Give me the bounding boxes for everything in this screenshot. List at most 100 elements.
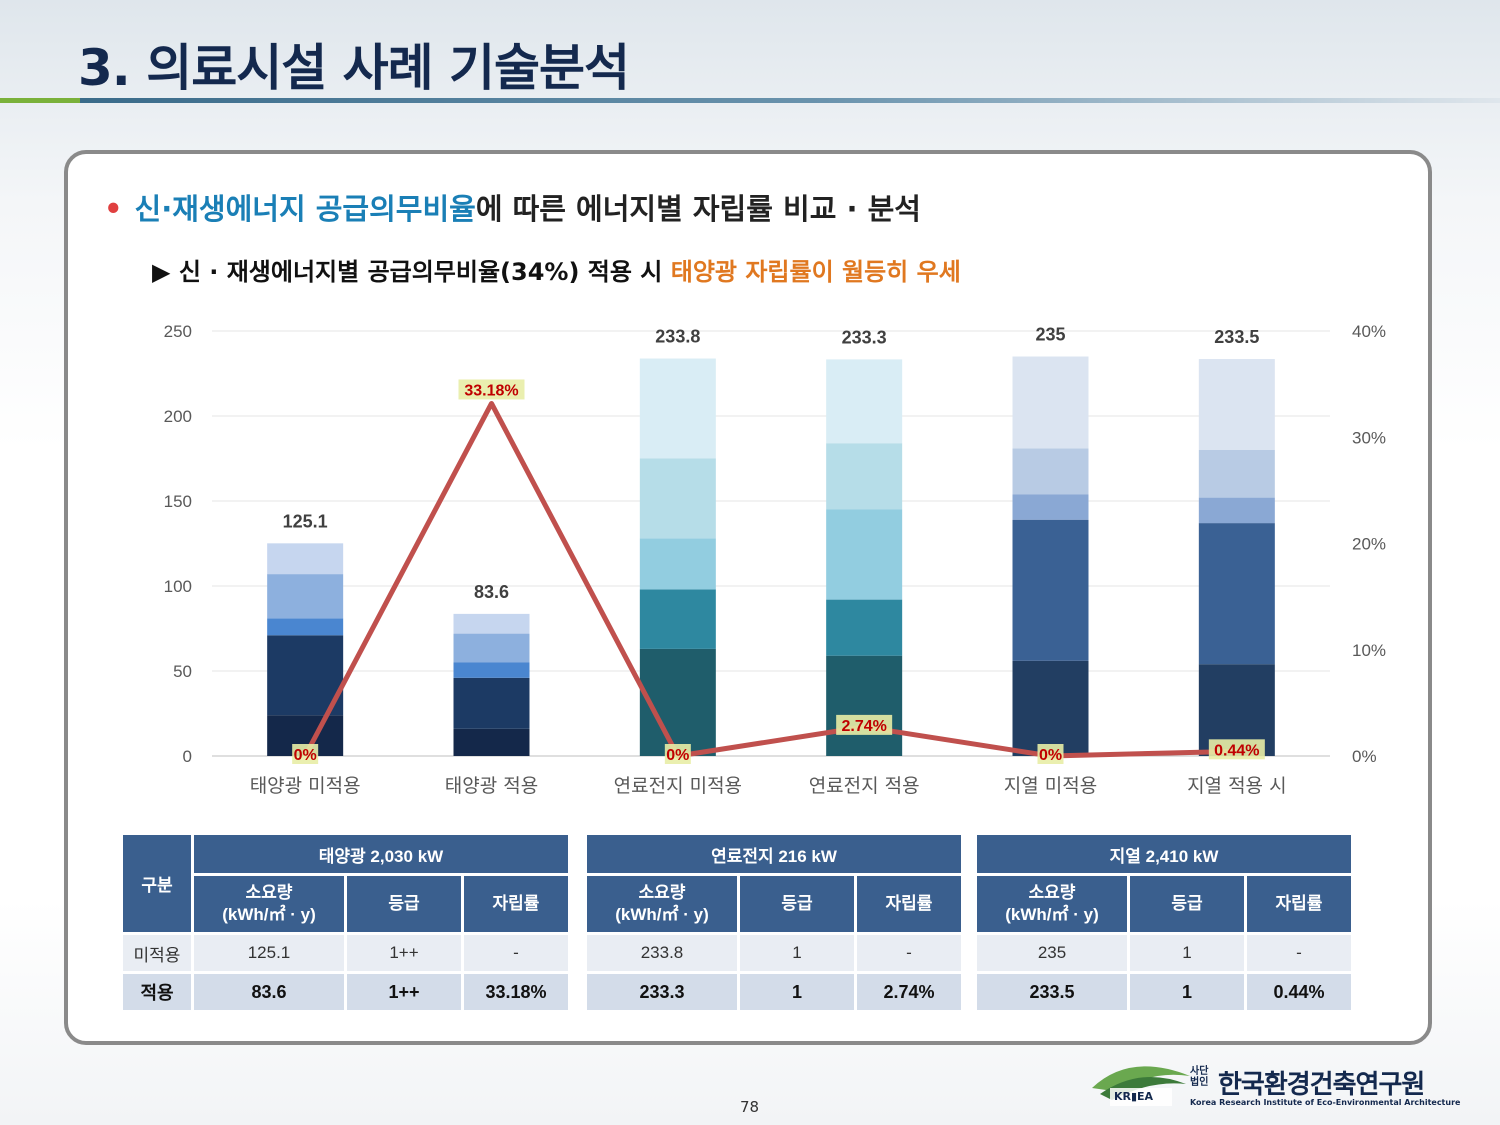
sub-highlight: 태양광 자립률이 월등히 우세	[670, 258, 961, 286]
bullet-highlight: 신·재생에너지 공급의무비율	[134, 192, 476, 226]
y2-tick-label: 10%	[1352, 641, 1386, 660]
bar-total-label: 233.5	[1214, 327, 1259, 347]
group-title-cell: 연료전지 216 kW	[587, 835, 961, 873]
bar-segment	[453, 633, 530, 663]
table-cell: -	[1247, 935, 1351, 971]
bar-total-label: 83.6	[474, 582, 509, 602]
row-header-cell: 구분	[123, 835, 191, 932]
bar-segment	[267, 574, 344, 619]
y2-tick-label: 0%	[1352, 747, 1377, 766]
bar-segment	[267, 635, 344, 716]
table-cell: 2.74%	[857, 974, 961, 1010]
sub-line: ▶ 신 · 재생에너지별 공급의무비율(34%) 적용 시 태양광 자립률이 월…	[152, 252, 961, 287]
sub-text: 신 · 재생에너지별 공급의무비율(34%) 적용 시	[170, 258, 671, 286]
bar-segment	[826, 359, 903, 444]
table-cell: 233.3	[587, 974, 737, 1010]
table-cell: 1++	[347, 935, 461, 971]
table-geothermal: 지열 2,410 kW 소요량 (kWh/㎡ · y) 등급 자립률 235 1- 233.…	[974, 832, 1354, 1013]
bar-total-label: 235	[1035, 325, 1065, 345]
bar-segment	[1198, 359, 1275, 450]
x-tick-label: 연료전지 미적용	[614, 775, 742, 797]
x-tick-label: 태양광 미적용	[250, 775, 361, 797]
logo-prefix: 사단 법인	[1190, 1066, 1209, 1088]
line-data-label: 0%	[294, 747, 317, 764]
bar-segment	[826, 655, 903, 756]
page-number: 78	[740, 1098, 760, 1116]
table-cell: 1++	[347, 974, 461, 1010]
bar-segment	[453, 677, 530, 729]
y-tick-label: 0	[183, 747, 192, 766]
line-data-label: 33.18%	[464, 382, 518, 399]
bar-segment	[1012, 356, 1089, 449]
bar-segment	[267, 618, 344, 636]
x-tick-label: 지열 적용 시	[1187, 775, 1286, 797]
line-data-label: 0%	[1039, 747, 1062, 764]
bar-total-label: 233.8	[655, 327, 700, 347]
table-cell: 33.18%	[464, 974, 568, 1010]
bar-segment	[1012, 660, 1089, 756]
table-cell: 83.6	[194, 974, 344, 1010]
column-header-cell: 소요량 (kWh/㎡ · y)	[977, 876, 1127, 932]
x-tick-label: 태양광 적용	[445, 775, 538, 797]
y-tick-label: 250	[164, 322, 192, 341]
line-label-bg	[836, 714, 893, 735]
column-header-cell: 소요량 (kWh/㎡ · y)	[194, 876, 344, 932]
bar-segment	[1012, 494, 1089, 520]
bar-segment	[267, 543, 344, 575]
bar-segment	[639, 458, 716, 539]
column-header-cell: 등급	[347, 876, 461, 932]
table-fuelcell: 연료전지 216 kW 소요량 (kWh/㎡ · y) 등급 자립률 233.8 1- 23…	[584, 832, 964, 1013]
y-tick-label: 150	[164, 492, 192, 511]
logo-abbr: KR▮EA	[1114, 1090, 1154, 1103]
bar-segment	[826, 443, 903, 510]
bar-segment	[1012, 448, 1089, 495]
triangle-icon: ▶	[152, 258, 171, 286]
bar-segment	[639, 589, 716, 649]
table-cell: -	[857, 935, 961, 971]
line-data-label: 0.44%	[1214, 742, 1259, 759]
table-cell: 1	[740, 935, 854, 971]
krea-logo-icon	[1092, 1066, 1190, 1106]
table-cell: 1	[1130, 935, 1244, 971]
line-label-bg	[1208, 739, 1265, 760]
group-title-cell: 태양광 2,030 kW	[194, 835, 568, 873]
y-tick-label: 50	[173, 662, 192, 681]
bar-segment	[639, 648, 716, 756]
table-cell: 1	[740, 974, 854, 1010]
y2-tick-label: 40%	[1352, 322, 1386, 341]
table-cell: 0.44%	[1247, 974, 1351, 1010]
column-header-cell: 등급	[740, 876, 854, 932]
bar-total-label: 125.1	[283, 511, 328, 531]
title-rule	[0, 98, 1500, 103]
y-tick-label: 200	[164, 407, 192, 426]
x-tick-label: 지열 미적용	[1004, 775, 1097, 797]
table-cell: 125.1	[194, 935, 344, 971]
bar-segment	[639, 538, 716, 590]
row-label-cell: 미적용	[123, 935, 191, 971]
page-title: 3. 의료시설 사례 기술분석	[78, 39, 630, 97]
line-label-bg	[664, 744, 691, 764]
table-cell: 1	[1130, 974, 1244, 1010]
bullet-text: 에 따른 에너지별 자립률 비교 · 분석	[475, 192, 921, 226]
bar-segment	[826, 599, 903, 656]
line-label-bg	[292, 744, 319, 764]
column-header-cell: 자립률	[1247, 876, 1351, 932]
column-header-cell: 자립률	[464, 876, 568, 932]
table-cell: 233.5	[977, 974, 1127, 1010]
bullet-dot: •	[104, 192, 123, 226]
bar-total-label: 233.3	[842, 327, 887, 347]
column-header-cell: 소요량 (kWh/㎡ · y)	[587, 876, 737, 932]
bar-segment	[1198, 523, 1275, 665]
line-label-bg	[1037, 744, 1064, 764]
bar-segment	[453, 662, 530, 678]
organization-name: 한국환경건축연구원	[1218, 1070, 1425, 1100]
bar-segment	[826, 509, 903, 600]
y-tick-label: 100	[164, 577, 192, 596]
bar-segment	[1012, 519, 1089, 661]
bar-segment	[1198, 450, 1275, 498]
row-label-cell: 적용	[123, 974, 191, 1010]
y2-tick-label: 30%	[1352, 428, 1386, 447]
line-data-label: 2.74%	[841, 718, 886, 735]
energy-chart: 0 50 100 150 200 250 0% 10% 20% 30% 40% 125.1 태양광 미적…	[164, 322, 1386, 797]
